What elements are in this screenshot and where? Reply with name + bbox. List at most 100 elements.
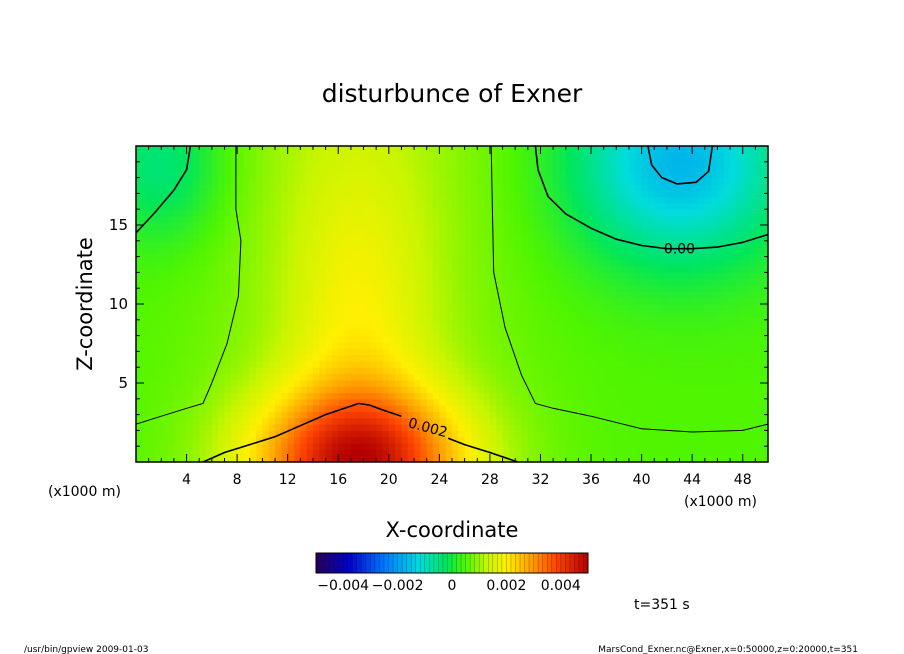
heatmap-cell xyxy=(730,405,737,413)
heatmap-cell xyxy=(319,253,327,261)
heatmap-cell xyxy=(673,259,681,267)
heatmap-cell xyxy=(483,373,491,381)
heatmap-cell xyxy=(376,411,384,419)
heatmap-cell xyxy=(515,158,523,166)
heatmap-cell xyxy=(325,209,333,217)
heatmap-cell xyxy=(647,367,655,375)
heatmap-cell xyxy=(578,202,586,210)
heatmap-cell xyxy=(622,228,630,236)
heatmap-cell xyxy=(224,278,232,286)
heatmap-cell xyxy=(603,247,611,255)
heatmap-cell xyxy=(717,253,725,261)
heatmap-cell xyxy=(237,341,245,349)
heatmap-cell xyxy=(306,202,314,210)
heatmap-cell xyxy=(224,190,232,198)
heatmap-cell xyxy=(527,335,535,343)
heatmap-cell xyxy=(325,348,333,356)
heatmap-cell xyxy=(369,430,377,438)
heatmap-cell xyxy=(243,228,251,236)
heatmap-cell xyxy=(470,266,478,273)
heatmap-cell xyxy=(572,177,579,185)
heatmap-cell xyxy=(736,360,744,368)
heatmap-cell xyxy=(268,392,276,400)
heatmap-cell xyxy=(268,455,276,462)
heatmap-cell xyxy=(192,304,200,311)
heatmap-cell xyxy=(597,285,605,292)
heatmap-cell xyxy=(344,348,352,356)
heatmap-cell xyxy=(622,152,630,160)
heatmap-cell xyxy=(565,405,573,413)
heatmap-cell xyxy=(439,341,447,349)
heatmap-cell xyxy=(357,247,365,255)
heatmap-cell xyxy=(414,272,421,280)
heatmap-cell xyxy=(641,190,649,198)
heatmap-cell xyxy=(742,164,750,172)
heatmap-cell xyxy=(704,398,712,406)
heatmap-cell xyxy=(635,424,643,431)
heatmap-cell xyxy=(420,322,428,330)
heatmap-cell xyxy=(344,221,352,229)
heatmap-cell xyxy=(199,304,207,311)
heatmap-cell xyxy=(388,164,396,172)
heatmap-cell xyxy=(275,285,282,292)
heatmap-cell xyxy=(673,215,681,223)
heatmap-cell xyxy=(761,209,768,217)
heatmap-cell xyxy=(723,183,731,191)
heatmap-cell xyxy=(464,417,472,425)
heatmap-cell xyxy=(154,291,162,299)
heatmap-cell xyxy=(622,304,630,311)
heatmap-cell xyxy=(395,436,403,444)
heatmap-cell xyxy=(319,398,327,406)
heatmap-cell xyxy=(730,253,737,261)
heatmap-cell xyxy=(401,228,409,236)
heatmap-cell xyxy=(306,436,314,444)
heatmap-cell xyxy=(401,285,409,292)
heatmap-cell xyxy=(224,183,232,191)
heatmap-cell xyxy=(565,240,573,248)
heatmap-cell xyxy=(666,417,674,425)
heatmap-cell xyxy=(306,291,314,299)
heatmap-cell xyxy=(192,285,200,292)
heatmap-cell xyxy=(256,348,263,356)
heatmap-cell xyxy=(180,259,188,267)
heatmap-cell xyxy=(186,443,194,450)
heatmap-cell xyxy=(262,398,270,406)
heatmap-cell xyxy=(534,228,542,236)
heatmap-cell xyxy=(281,348,289,356)
heatmap-cell xyxy=(414,398,421,406)
heatmap-cell xyxy=(597,291,605,299)
heatmap-cell xyxy=(553,190,561,198)
heatmap-cell xyxy=(458,177,466,185)
heatmap-cell xyxy=(199,240,207,248)
heatmap-cell xyxy=(420,278,428,286)
heatmap-cell xyxy=(698,190,706,198)
heatmap-cell xyxy=(180,196,188,204)
heatmap-cell xyxy=(369,322,377,330)
heatmap-cell xyxy=(584,367,592,375)
heatmap-cell xyxy=(508,455,516,462)
heatmap-cell xyxy=(742,329,750,337)
heatmap-cell xyxy=(224,177,232,185)
heatmap-cell xyxy=(439,272,447,280)
heatmap-cell xyxy=(654,386,662,394)
heatmap-cell xyxy=(338,215,346,223)
heatmap-cell xyxy=(199,272,207,280)
heatmap-cell xyxy=(660,329,668,337)
heatmap-cell xyxy=(211,436,219,444)
heatmap-cell xyxy=(559,348,567,356)
heatmap-cell xyxy=(363,417,371,425)
heatmap-cell xyxy=(294,455,301,462)
heatmap-cell xyxy=(483,430,491,438)
heatmap-cell xyxy=(540,285,548,292)
heatmap-cell xyxy=(300,253,308,261)
heatmap-cell xyxy=(369,253,377,261)
heatmap-cell xyxy=(515,335,523,343)
heatmap-cell xyxy=(610,373,617,381)
heatmap-cell xyxy=(546,146,554,153)
heatmap-cell xyxy=(559,430,567,438)
heatmap-cell xyxy=(610,196,617,204)
heatmap-cell xyxy=(496,291,504,299)
heatmap-cell xyxy=(622,398,630,406)
heatmap-cell xyxy=(628,177,636,185)
heatmap-cell xyxy=(553,329,561,337)
